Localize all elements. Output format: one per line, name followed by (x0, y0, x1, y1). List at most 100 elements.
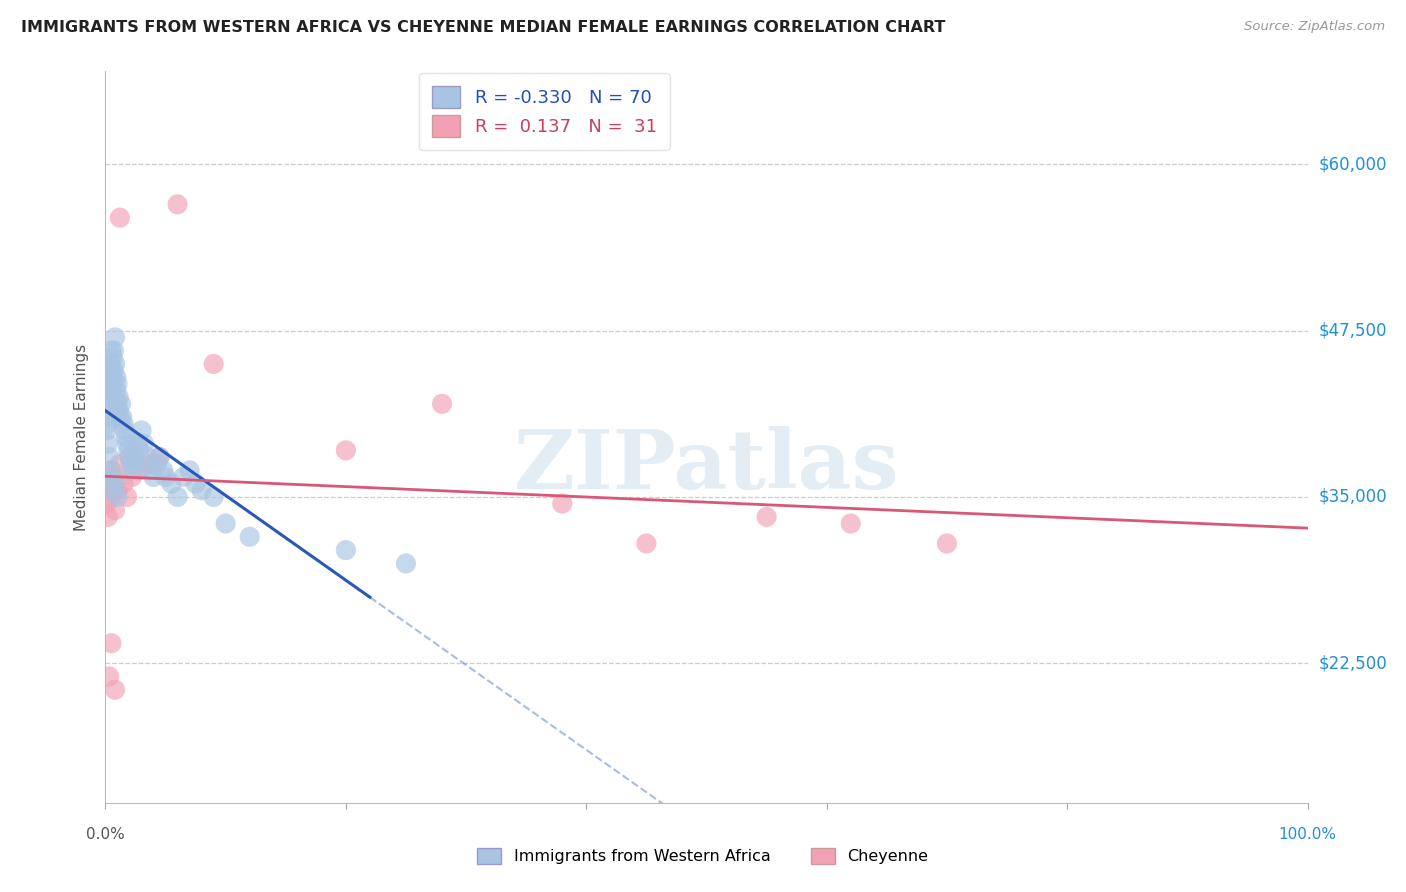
Point (107, 483, 129, 498)
Point (101, 483, 124, 498)
Point (115, 490, 138, 504)
Point (98, 363, 121, 377)
Point (98, 463, 121, 477)
Point (118, 450, 141, 464)
Point (136, 450, 159, 464)
Point (101, 351, 124, 365)
Point (108, 410, 131, 425)
Point (98, 450, 121, 464)
Text: Source: ZipAtlas.com: Source: ZipAtlas.com (1244, 20, 1385, 33)
Point (551, 497, 574, 511)
Point (636, 536, 658, 550)
Point (112, 417, 135, 431)
Text: 0.0%: 0.0% (86, 827, 125, 842)
Point (118, 450, 141, 464)
Point (128, 443, 150, 458)
Point (239, 530, 262, 544)
Point (190, 483, 212, 498)
Point (202, 490, 225, 504)
Point (115, 436, 138, 450)
Point (755, 509, 778, 524)
Legend: Immigrants from Western Africa, Cheyenne: Immigrants from Western Africa, Cheyenne (471, 841, 935, 871)
Point (112, 476, 135, 491)
Point (98, 476, 121, 491)
Point (111, 410, 134, 425)
Point (97, 417, 120, 431)
Point (104, 503, 127, 517)
Point (395, 557, 418, 571)
Point (104, 682, 127, 697)
Point (97, 384, 120, 398)
Point (107, 490, 129, 504)
Point (98, 384, 121, 398)
Point (148, 450, 170, 464)
Point (335, 443, 357, 458)
Point (103, 343, 125, 358)
Point (202, 357, 225, 371)
Point (335, 543, 357, 558)
Point (107, 376, 129, 391)
Point (98, 370, 121, 384)
Text: 100.0%: 100.0% (1278, 827, 1337, 842)
Point (132, 436, 155, 450)
Point (100, 470, 122, 484)
Point (107, 403, 129, 417)
Point (115, 430, 138, 444)
Point (96, 410, 118, 425)
Point (214, 516, 236, 531)
Text: $22,500: $22,500 (1319, 654, 1388, 673)
Point (166, 490, 188, 504)
Point (98, 390, 121, 404)
Point (108, 457, 131, 471)
Text: IMMIGRANTS FROM WESTERN AFRICA VS CHEYENNE MEDIAN FEMALE EARNINGS CORRELATION CH: IMMIGRANTS FROM WESTERN AFRICA VS CHEYEN… (21, 20, 945, 35)
Point (121, 470, 143, 484)
Point (100, 463, 122, 477)
Point (110, 397, 132, 411)
Point (105, 370, 128, 384)
Point (142, 457, 165, 471)
Point (430, 397, 453, 411)
Point (146, 457, 169, 471)
Point (179, 463, 201, 477)
Point (131, 424, 153, 438)
Point (96, 497, 118, 511)
Point (104, 357, 127, 371)
Point (107, 397, 129, 411)
Legend: R = -0.330   N = 70, R =  0.137   N =  31: R = -0.330 N = 70, R = 0.137 N = 31 (419, 73, 669, 150)
Point (105, 384, 128, 398)
Point (98, 669, 121, 683)
Point (104, 330, 127, 344)
Point (166, 197, 188, 211)
Point (96, 424, 118, 438)
Point (173, 470, 195, 484)
Point (107, 390, 129, 404)
Point (120, 457, 142, 471)
Point (97, 403, 120, 417)
Point (121, 463, 143, 477)
Point (100, 343, 122, 358)
Point (100, 636, 122, 650)
Point (98, 490, 121, 504)
Point (97, 436, 120, 450)
Point (101, 384, 124, 398)
Point (97, 509, 120, 524)
Point (104, 476, 127, 491)
Point (127, 436, 149, 450)
Point (148, 450, 170, 464)
Point (124, 450, 146, 464)
Point (136, 457, 159, 471)
Point (114, 424, 136, 438)
Point (152, 463, 174, 477)
Text: $35,000: $35,000 (1319, 488, 1388, 506)
Point (128, 463, 150, 477)
Text: $60,000: $60,000 (1319, 155, 1388, 173)
Point (96, 397, 118, 411)
Point (142, 470, 165, 484)
Point (184, 476, 207, 491)
Point (100, 370, 122, 384)
Point (103, 483, 125, 498)
Point (936, 536, 959, 550)
Point (108, 211, 131, 225)
Point (100, 376, 122, 391)
Point (839, 516, 862, 531)
